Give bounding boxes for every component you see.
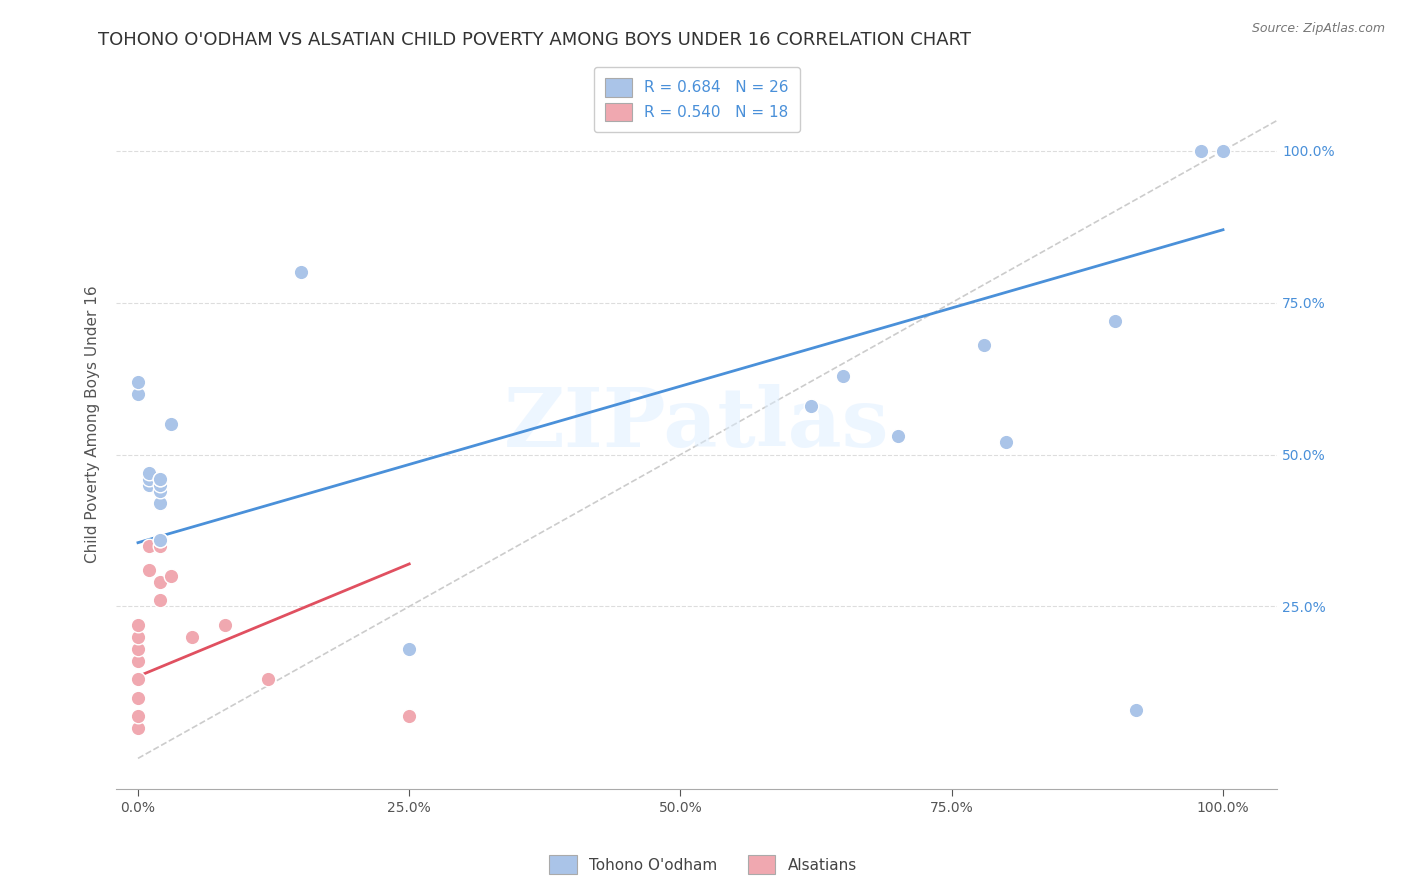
Legend: R = 0.684   N = 26, R = 0.540   N = 18: R = 0.684 N = 26, R = 0.540 N = 18 — [593, 67, 800, 132]
Point — [181, 630, 204, 644]
Point — [127, 642, 149, 657]
Point — [127, 721, 149, 735]
Point — [149, 575, 172, 590]
Point — [149, 539, 172, 553]
Point — [149, 533, 172, 547]
Text: ZIPatlas: ZIPatlas — [503, 384, 890, 464]
Point — [973, 338, 995, 352]
Point — [138, 472, 160, 486]
Point — [149, 496, 172, 510]
Point — [149, 472, 172, 486]
Point — [1125, 703, 1147, 717]
Point — [159, 417, 181, 432]
Point — [1189, 144, 1212, 158]
Point — [127, 709, 149, 723]
Point — [1212, 144, 1234, 158]
Point — [1104, 314, 1126, 328]
Text: Source: ZipAtlas.com: Source: ZipAtlas.com — [1251, 22, 1385, 36]
Point — [1189, 144, 1212, 158]
Point — [127, 690, 149, 705]
Point — [257, 673, 280, 687]
Point — [214, 617, 236, 632]
Point — [398, 709, 420, 723]
Point — [1189, 144, 1212, 158]
Point — [149, 533, 172, 547]
Point — [290, 265, 312, 279]
Point — [149, 593, 172, 607]
Point — [127, 673, 149, 687]
Point — [127, 375, 149, 389]
Point — [149, 472, 172, 486]
Point — [149, 478, 172, 492]
Point — [127, 617, 149, 632]
Point — [127, 386, 149, 401]
Point — [886, 429, 908, 443]
Y-axis label: Child Poverty Among Boys Under 16: Child Poverty Among Boys Under 16 — [86, 285, 100, 563]
Point — [138, 563, 160, 577]
Point — [138, 478, 160, 492]
Point — [832, 368, 855, 383]
Legend: Tohono O'odham, Alsatians: Tohono O'odham, Alsatians — [543, 849, 863, 880]
Point — [800, 399, 823, 413]
Text: TOHONO O'ODHAM VS ALSATIAN CHILD POVERTY AMONG BOYS UNDER 16 CORRELATION CHART: TOHONO O'ODHAM VS ALSATIAN CHILD POVERTY… — [98, 31, 972, 49]
Point — [138, 466, 160, 480]
Point — [127, 630, 149, 644]
Point — [138, 539, 160, 553]
Point — [159, 569, 181, 583]
Point — [398, 642, 420, 657]
Point — [995, 435, 1018, 450]
Point — [127, 654, 149, 668]
Point — [149, 483, 172, 498]
